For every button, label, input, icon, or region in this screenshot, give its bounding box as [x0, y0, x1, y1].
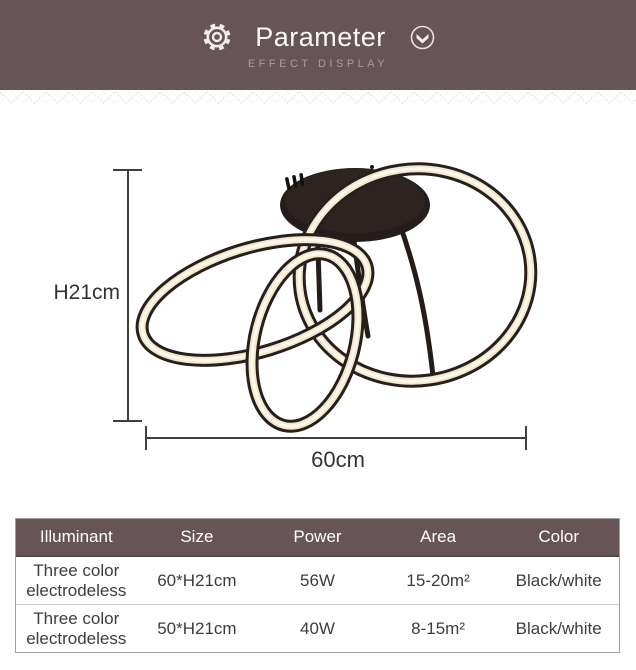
zigzag-divider [0, 90, 636, 116]
cell-illuminant: Three color electrodeless [26, 561, 127, 600]
circled-chevron-down-icon [410, 25, 435, 49]
table-row: Three color electrodeless 50*H21cm 40W 8… [16, 604, 619, 652]
lamp-canopy [280, 165, 430, 242]
table-row: Three color electrodeless 60*H21cm 56W 1… [16, 557, 619, 604]
width-label: 60cm [311, 447, 365, 472]
ceiling-lamp-image [135, 162, 538, 433]
section-subtitle: EFFECT DISPLAY [247, 58, 389, 70]
cell-color: Black/white [515, 618, 602, 638]
parameter-banner: Parameter EFFECT DISPLAY [0, 0, 636, 90]
lamp-ring-right [292, 162, 538, 388]
cell-size: 60*H21cm [157, 570, 237, 590]
cell-size: 50*H21cm [157, 618, 237, 638]
height-label: H21cm [53, 281, 120, 304]
section-title: Parameter [255, 21, 386, 52]
width-dimension-cap-right [525, 426, 527, 450]
spec-table-header-row: Illuminant Size Power Area Color [16, 519, 619, 557]
cell-power: 40W [300, 618, 335, 638]
height-dimension-cap-bottom [113, 420, 142, 422]
spec-table: Illuminant Size Power Area Color Three c… [15, 518, 620, 653]
cell-area: 15-20m² [406, 570, 470, 590]
height-dimension-cap-top [113, 169, 142, 171]
lamp-loop-left [135, 233, 375, 367]
height-dimension-line [127, 170, 129, 421]
column-header-illuminant: Illuminant [39, 527, 113, 546]
cell-area: 8-15m² [411, 618, 465, 638]
banner-title-row: Parameter [0, 21, 636, 53]
width-dimension-cap-left [145, 426, 147, 450]
column-header-power: Power [293, 527, 342, 546]
cell-power: 56W [300, 570, 335, 590]
lamp-loop-bottom [245, 247, 365, 433]
cell-color: Black/white [515, 570, 602, 590]
gear-icon [203, 23, 231, 51]
width-dimension-line [146, 437, 526, 439]
column-header-size: Size [180, 527, 214, 546]
column-header-color: Color [538, 527, 579, 546]
cell-illuminant: Three color electrodeless [26, 609, 127, 648]
column-header-area: Area [420, 527, 457, 546]
